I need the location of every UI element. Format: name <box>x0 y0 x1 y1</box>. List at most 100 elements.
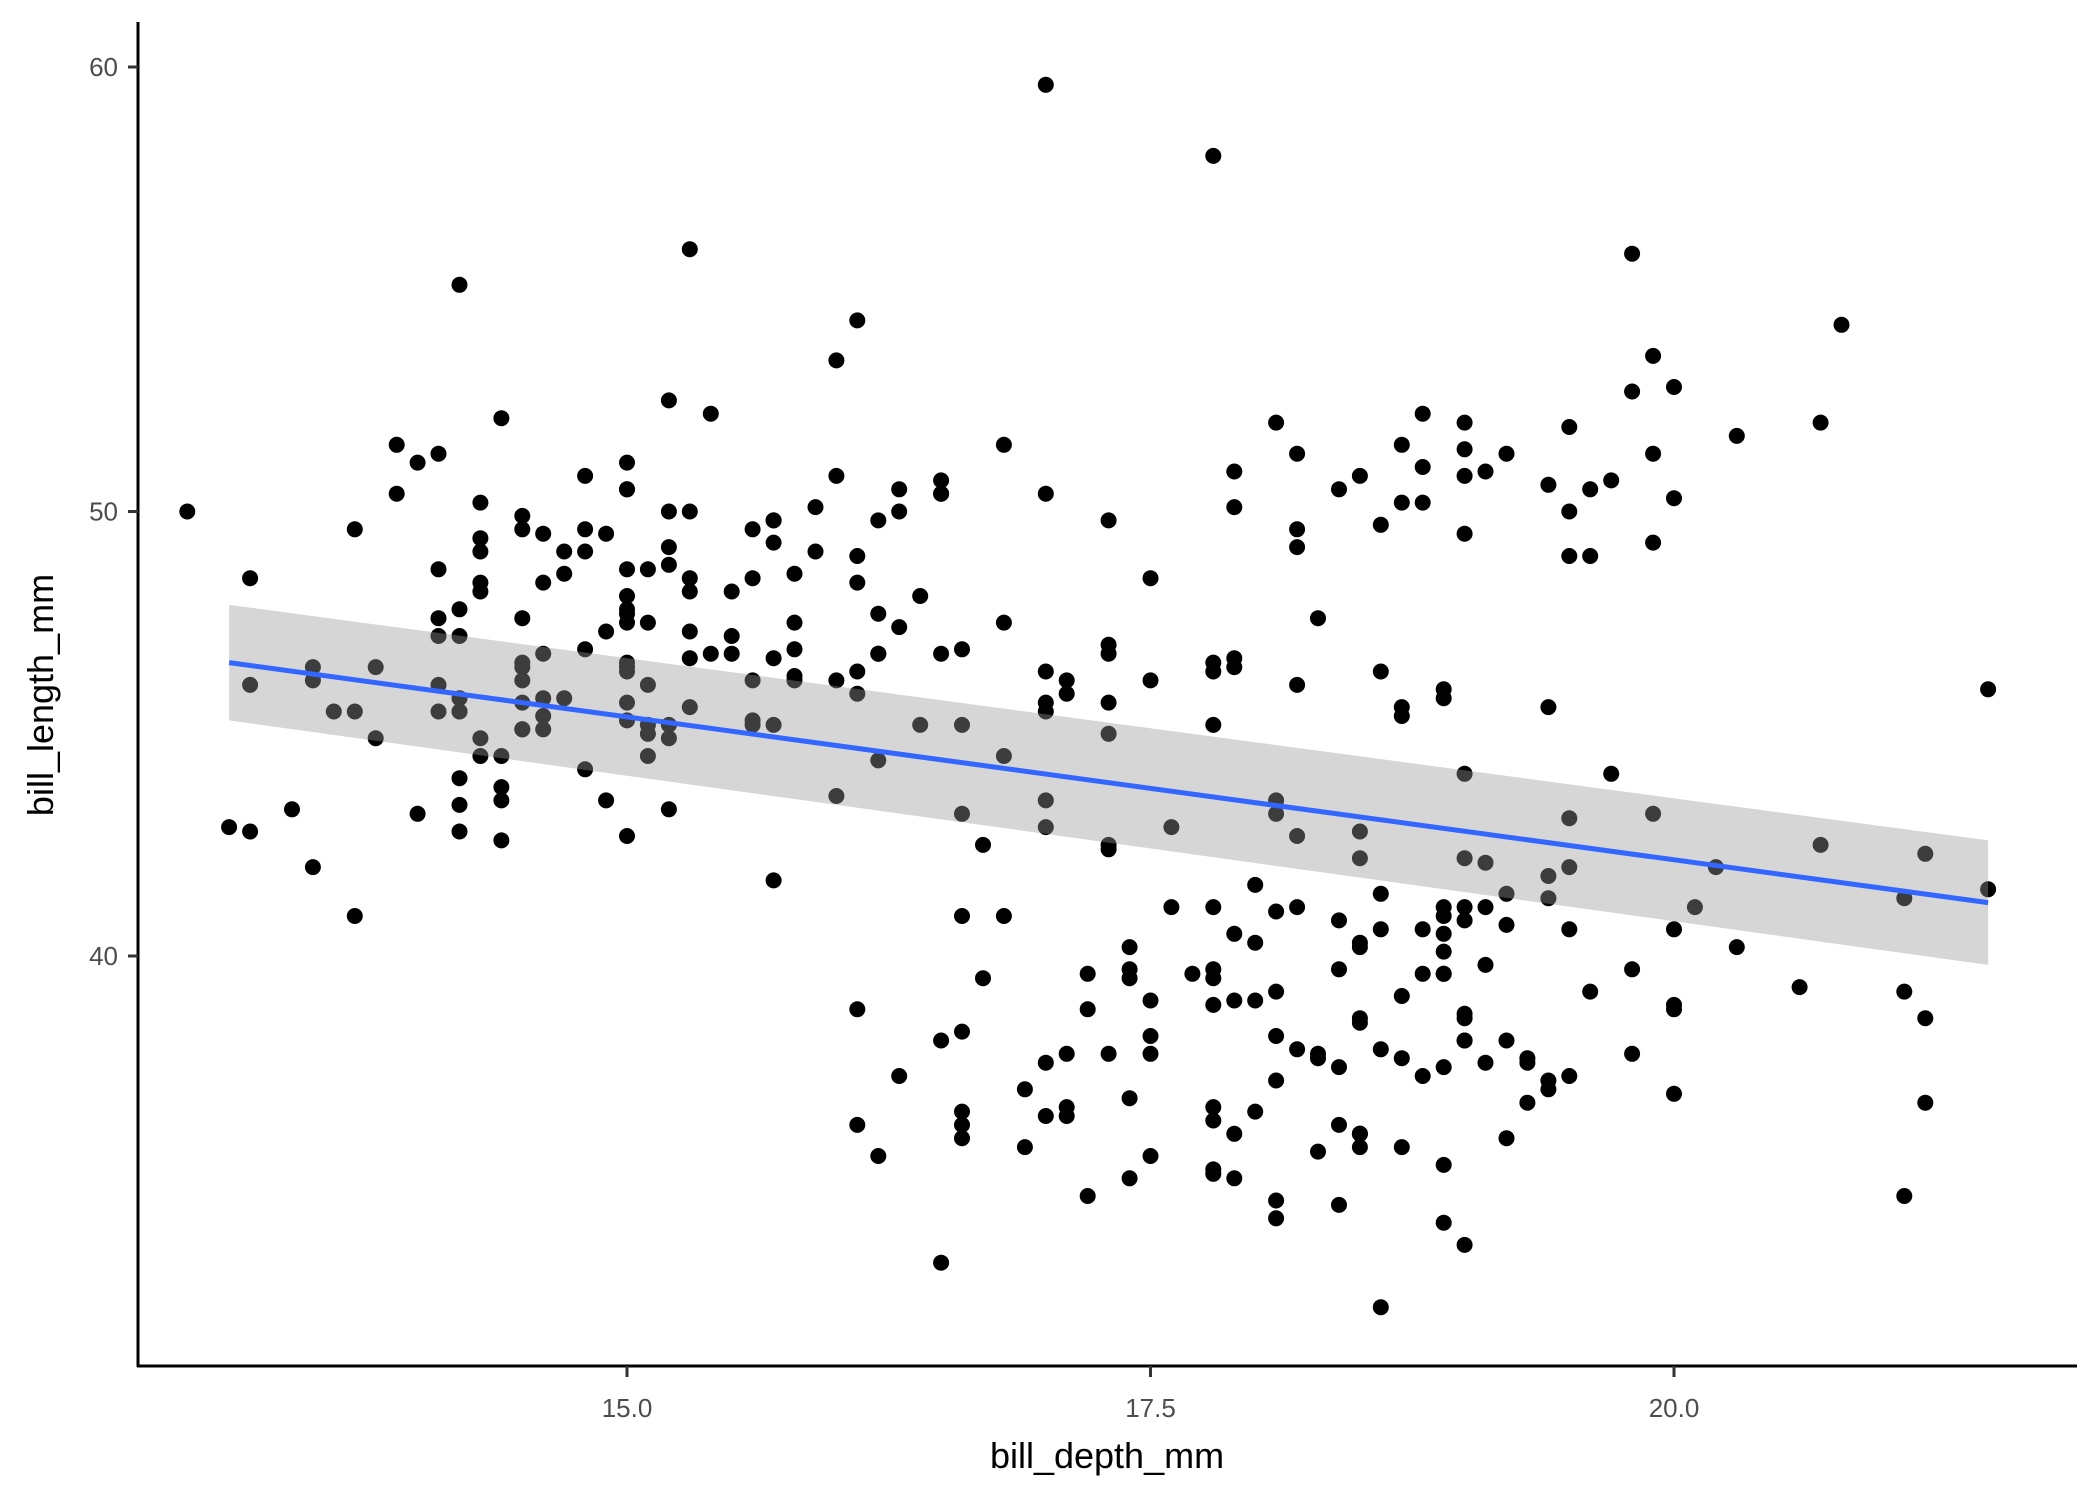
data-point <box>870 1148 887 1164</box>
data-point <box>954 1116 970 1133</box>
data-point <box>577 543 594 560</box>
data-point <box>1645 445 1662 462</box>
data-point <box>891 503 908 520</box>
data-point <box>1812 414 1829 431</box>
data-point <box>1540 1081 1557 1098</box>
data-point <box>1833 316 1850 333</box>
data-point <box>1456 414 1473 431</box>
data-point <box>493 410 510 427</box>
data-point <box>1100 694 1117 711</box>
data-point <box>1477 899 1494 916</box>
data-point <box>1666 1085 1682 1102</box>
data-point <box>1791 979 1808 996</box>
data-point <box>1037 819 1054 836</box>
data-point <box>1226 650 1243 667</box>
data-point <box>1247 992 1264 1009</box>
data-point <box>1121 1170 1138 1187</box>
data-point <box>765 534 782 551</box>
data-point <box>1226 925 1243 942</box>
data-point <box>933 645 950 662</box>
data-point <box>995 748 1012 764</box>
data-point <box>1037 1108 1054 1124</box>
data-point <box>472 748 489 764</box>
data-point <box>1980 881 1997 898</box>
data-point <box>1331 481 1347 498</box>
data-point <box>619 588 635 604</box>
data-point <box>1917 1010 1934 1027</box>
data-point <box>1037 76 1054 93</box>
data-point <box>1226 1170 1243 1187</box>
data-point <box>1435 681 1452 698</box>
data-point <box>430 610 447 627</box>
data-point <box>1393 708 1410 724</box>
data-point <box>1100 512 1117 529</box>
data-point <box>1456 1236 1473 1253</box>
data-point <box>514 507 531 524</box>
data-point <box>702 645 719 662</box>
data-point <box>1351 467 1368 484</box>
data-point <box>1142 672 1159 689</box>
data-point <box>1686 899 1703 916</box>
data-point <box>1289 521 1306 538</box>
data-point <box>786 614 803 631</box>
data-point <box>1435 1214 1452 1231</box>
data-point <box>1456 850 1473 867</box>
data-point <box>1645 347 1662 364</box>
data-point <box>681 650 698 667</box>
data-point <box>954 908 970 924</box>
data-point <box>179 503 196 520</box>
data-point <box>1226 463 1243 480</box>
data-point <box>660 556 677 573</box>
data-point <box>1142 992 1159 1009</box>
data-point <box>451 628 468 644</box>
data-point <box>1268 805 1285 822</box>
data-point <box>430 628 447 644</box>
data-point <box>1268 1210 1285 1227</box>
data-point <box>1184 965 1201 982</box>
data-point <box>933 472 950 489</box>
data-point <box>849 1001 866 1018</box>
data-point <box>514 654 531 671</box>
data-point <box>1728 427 1745 444</box>
data-point <box>535 645 552 662</box>
data-point <box>493 792 510 809</box>
data-point <box>1205 1112 1222 1129</box>
data-point <box>1268 1192 1285 1209</box>
data-point <box>1561 810 1578 827</box>
data-point <box>660 392 677 409</box>
data-point <box>765 872 782 889</box>
data-point <box>577 467 594 484</box>
data-point <box>1456 467 1473 484</box>
data-point <box>1728 939 1745 956</box>
data-point <box>1456 1010 1473 1027</box>
data-point <box>723 645 740 662</box>
data-point <box>1205 1099 1222 1116</box>
data-point <box>242 823 259 840</box>
data-point <box>1331 1059 1347 1076</box>
data-point <box>681 699 698 716</box>
data-point <box>1100 636 1117 653</box>
data-point <box>1205 147 1222 164</box>
data-point <box>1037 694 1054 711</box>
data-point <box>681 583 698 600</box>
data-point <box>1393 494 1410 511</box>
data-point <box>1540 476 1557 493</box>
data-point <box>1351 1125 1368 1142</box>
data-point <box>619 828 635 844</box>
data-point <box>954 1130 970 1147</box>
data-point <box>1645 805 1662 822</box>
data-point <box>1121 1090 1138 1107</box>
data-point <box>1331 1196 1347 1213</box>
data-point <box>409 454 426 471</box>
data-point <box>1247 876 1264 893</box>
data-point <box>639 676 656 693</box>
data-point <box>1561 548 1578 564</box>
data-point <box>1896 1188 1913 1204</box>
data-point <box>1582 481 1599 498</box>
data-point <box>1121 939 1138 956</box>
data-point <box>1414 494 1431 511</box>
data-point <box>1456 899 1473 916</box>
data-point <box>1037 485 1054 502</box>
data-point <box>1372 663 1389 680</box>
